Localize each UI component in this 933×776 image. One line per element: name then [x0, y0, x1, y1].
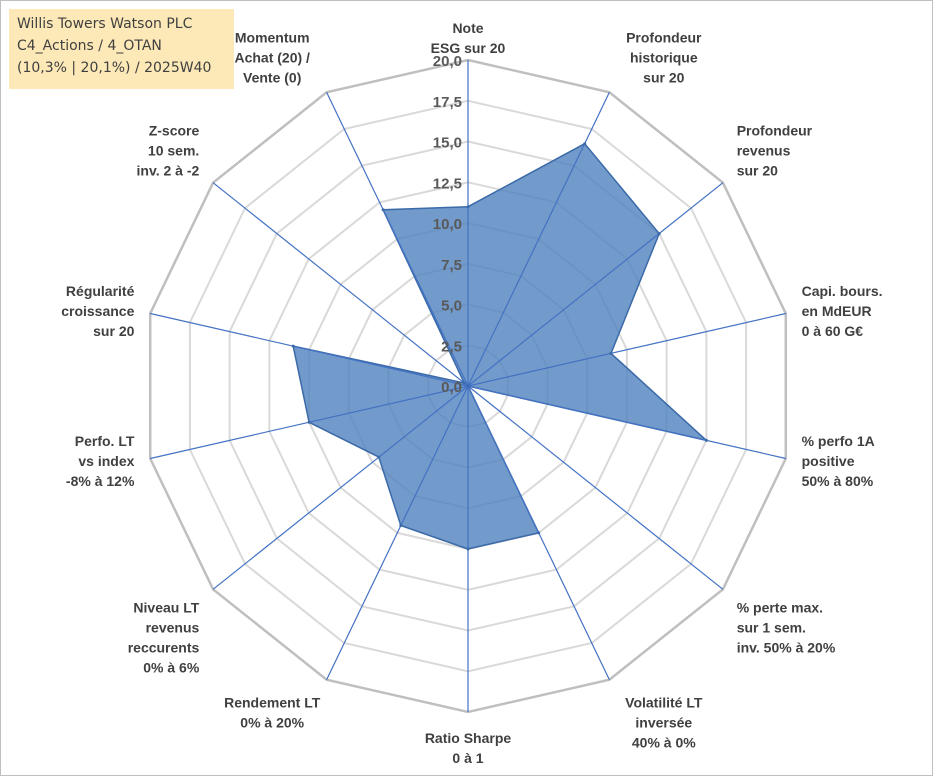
- axis-label-0-line-1: ESG sur 20: [431, 40, 506, 56]
- data-point-9: [377, 455, 381, 459]
- data-point-8: [399, 524, 403, 527]
- data-point-2: [657, 232, 661, 236]
- axis-label-10-line-2: -8% à 12%: [66, 473, 135, 489]
- axis-label-3-line-2: 0 à 60 G€: [802, 323, 864, 339]
- axis-label-6-line-2: 40% à 0%: [632, 735, 696, 751]
- axis-spoke-8: [326, 385, 469, 680]
- axis-label-8-line-1: 0% à 20%: [240, 715, 304, 731]
- axis-label-12-line-0: Z-score: [149, 123, 200, 139]
- axis-label-10-line-1: vs index: [78, 453, 134, 469]
- axis-label-12-line-1: 10 sem.: [148, 143, 199, 159]
- axis-label-0-line-0: Note: [452, 20, 483, 36]
- data-point-12: [462, 381, 466, 385]
- tick-label-7: 17,5: [433, 94, 462, 111]
- info-box: Willis Towers Watson PLC C4_Actions / 4_…: [9, 9, 234, 89]
- axis-label-6-line-0: Volatilité LT: [625, 695, 703, 711]
- axis-label-9: Niveau LT revenus reccurents 0% à 6%: [128, 600, 200, 676]
- axis-label-7-line-0: Ratio Sharpe: [425, 730, 512, 746]
- axis-label-7-line-1: 0 à 1: [452, 750, 483, 766]
- data-point-10: [307, 420, 311, 424]
- axis-label-0: Note ESG sur 20: [431, 20, 506, 56]
- axis-label-4-line-0: % perfo 1A: [802, 433, 875, 449]
- axis-label-11-line-2: sur 20: [93, 323, 134, 339]
- axis-label-1: Profondeur historique sur 20: [626, 29, 702, 85]
- axis-spoke-11: [150, 312, 469, 387]
- axis-label-12-line-2: inv. 2 à -2: [137, 163, 200, 179]
- axis-label-10-line-0: Perfo. LT: [75, 433, 135, 449]
- axis-label-3-line-1: en MdEUR: [802, 303, 872, 319]
- axis-spoke-13: [326, 92, 469, 387]
- axis-label-13-line-1: Achat (20) /: [234, 49, 310, 65]
- axis-label-1-line-1: historique: [630, 49, 698, 65]
- axis-label-13: Momentum Achat (20) / Vente (0): [234, 29, 310, 85]
- axis-label-1-line-2: sur 20: [643, 69, 684, 85]
- axis-label-9-line-3: 0% à 6%: [143, 660, 200, 676]
- data-point-11: [291, 344, 295, 348]
- tick-label-1: 2,5: [441, 338, 462, 355]
- axis-label-5-line-1: sur 1 sem.: [737, 620, 806, 636]
- axis-label-5-line-2: inv. 50% à 20%: [737, 640, 836, 656]
- data-point-7: [466, 547, 470, 551]
- axis-label-2-line-2: sur 20: [737, 163, 778, 179]
- axis-label-11-line-1: croissance: [61, 303, 134, 319]
- axis-label-1-line-0: Profondeur: [626, 29, 702, 45]
- data-point-6: [537, 531, 541, 535]
- axis-label-9-line-2: reccurents: [128, 640, 200, 656]
- axis-label-3: Capi. bours. en MdEUR 0 à 60 G€: [802, 283, 883, 339]
- axis-label-7: Ratio Sharpe 0 à 1: [425, 730, 512, 766]
- axis-label-4-line-2: 50% à 80%: [802, 473, 874, 489]
- info-line-stats: (10,3% | 20,1%) / 2025W40: [17, 60, 212, 76]
- axis-spoke-2: [467, 182, 724, 387]
- tick-label-5: 12,5: [433, 175, 462, 192]
- axis-label-8-line-0: Rendement LT: [224, 695, 321, 711]
- axis-label-9-line-1: revenus: [146, 620, 200, 636]
- data-point-4: [704, 438, 708, 442]
- axis-spoke-12: [212, 182, 469, 387]
- info-line-company: Willis Towers Watson PLC: [17, 16, 193, 32]
- data-point-0: [466, 205, 470, 209]
- tick-label-3: 7,5: [441, 257, 462, 274]
- tick-label-0: 0,0: [441, 379, 462, 396]
- axis-spoke-5: [467, 385, 724, 590]
- axis-spoke-9: [212, 385, 469, 590]
- data-point-1: [583, 142, 587, 146]
- axis-label-4-line-1: positive: [802, 453, 855, 469]
- tick-label-6: 15,0: [433, 135, 462, 152]
- data-point-13: [381, 208, 385, 212]
- tick-label-4: 10,0: [433, 216, 462, 233]
- axis-label-11: Régularité croissance sur 20: [61, 283, 134, 339]
- tick-label-2: 5,0: [441, 298, 462, 315]
- axis-label-13-line-0: Momentum: [235, 29, 310, 45]
- axis-label-5-line-0: % perte max.: [737, 600, 823, 616]
- axis-spoke-3: [467, 312, 786, 387]
- axis-spoke-4: [467, 385, 786, 460]
- axis-label-11-line-0: Régularité: [66, 283, 135, 299]
- axis-label-6-line-1: inversée: [635, 715, 692, 731]
- axis-label-9-line-0: Niveau LT: [133, 600, 199, 616]
- tick-label-8: 20,0: [433, 53, 462, 70]
- axis-label-6: Volatilité LT inversée 40% à 0%: [625, 695, 703, 751]
- axis-label-10: Perfo. LT vs index -8% à 12%: [66, 433, 135, 489]
- axis-label-12: Z-score 10 sem. inv. 2 à -2: [137, 123, 200, 179]
- axis-label-2: Profondeur revenus sur 20: [737, 123, 813, 179]
- axis-label-13-line-2: Vente (0): [243, 69, 301, 85]
- axis-label-5: % perte max. sur 1 sem. inv. 50% à 20%: [737, 600, 836, 656]
- axis-label-3-line-0: Capi. bours.: [802, 283, 883, 299]
- data-point-3: [609, 351, 613, 355]
- axis-spoke-1: [467, 92, 610, 387]
- axis-label-4: % perfo 1A positive 50% à 80%: [802, 433, 875, 489]
- axis-label-2-line-1: revenus: [737, 143, 791, 159]
- axis-label-8: Rendement LT 0% à 20%: [224, 695, 321, 731]
- data-point-5: [466, 384, 470, 388]
- info-line-category: C4_Actions / 4_OTAN: [17, 38, 162, 54]
- axis-label-2-line-0: Profondeur: [737, 123, 813, 139]
